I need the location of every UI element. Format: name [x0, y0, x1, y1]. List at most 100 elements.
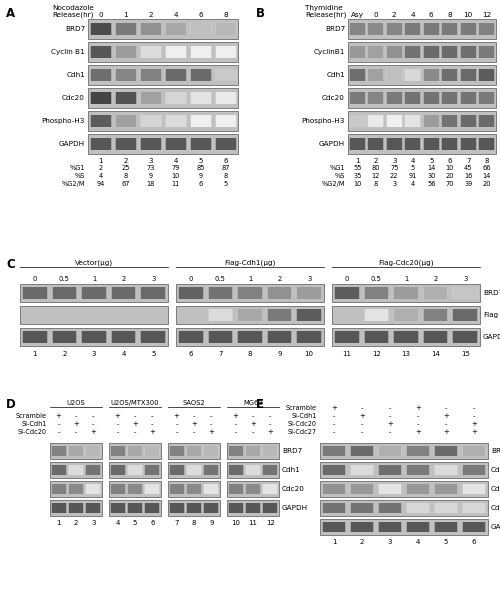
Text: 1: 1	[32, 351, 37, 357]
Bar	[461, 46, 475, 58]
Text: 1: 1	[123, 12, 128, 18]
Text: -: -	[176, 421, 178, 427]
Bar	[423, 310, 448, 320]
Bar	[128, 446, 142, 456]
Bar	[435, 503, 457, 513]
Text: 12: 12	[482, 12, 492, 18]
Bar	[86, 465, 102, 475]
Bar	[52, 331, 77, 342]
Bar	[386, 115, 402, 127]
Bar	[146, 503, 160, 513]
Bar	[168, 481, 220, 497]
Text: 5: 5	[444, 539, 448, 545]
Bar	[140, 23, 162, 35]
Text: 14: 14	[482, 173, 491, 179]
Text: +: +	[232, 413, 238, 419]
Bar	[480, 92, 494, 104]
Bar	[216, 138, 236, 150]
Bar	[332, 328, 480, 346]
Text: 3: 3	[307, 276, 312, 282]
Text: BRD7: BRD7	[491, 448, 500, 454]
Bar	[442, 23, 457, 35]
Bar	[208, 310, 233, 320]
Bar	[68, 484, 84, 494]
Bar	[88, 19, 238, 39]
Text: 1: 1	[248, 276, 252, 282]
Bar	[435, 522, 457, 532]
Bar	[423, 115, 440, 127]
Text: 2: 2	[278, 276, 281, 282]
Bar	[82, 288, 106, 299]
Text: %S: %S	[74, 173, 85, 179]
Bar	[478, 138, 495, 150]
Bar	[168, 500, 220, 516]
Bar	[166, 92, 186, 104]
Bar	[204, 484, 218, 494]
Bar	[214, 46, 236, 58]
Text: 3: 3	[388, 539, 392, 545]
Bar	[90, 115, 110, 127]
Text: -: -	[333, 429, 335, 435]
Text: +: +	[387, 421, 393, 427]
Text: C: C	[6, 258, 15, 271]
Text: 10: 10	[304, 351, 314, 357]
Bar	[245, 465, 261, 475]
Bar	[379, 465, 401, 475]
Text: +: +	[250, 421, 256, 427]
Text: Si-Cdh1: Si-Cdh1	[22, 421, 47, 427]
Bar	[424, 138, 438, 150]
Bar	[364, 331, 389, 342]
Bar	[368, 138, 383, 150]
Bar	[350, 522, 374, 532]
Bar	[434, 465, 458, 475]
Bar	[88, 111, 238, 131]
Bar	[227, 500, 279, 516]
Bar	[88, 134, 238, 154]
Bar	[452, 331, 478, 342]
Text: 9: 9	[148, 173, 152, 179]
Text: 2: 2	[148, 12, 153, 18]
Bar	[379, 484, 401, 494]
Bar	[442, 115, 457, 127]
Bar	[140, 46, 162, 58]
Text: 4: 4	[410, 158, 415, 164]
Text: 4: 4	[116, 520, 120, 526]
Text: Cdh1: Cdh1	[326, 72, 345, 78]
Bar	[364, 310, 388, 320]
Text: 22: 22	[390, 173, 398, 179]
Bar	[69, 446, 83, 456]
Bar	[351, 503, 373, 513]
Text: 4: 4	[98, 173, 102, 179]
Text: 5: 5	[410, 165, 415, 171]
Bar	[387, 46, 402, 58]
Bar	[424, 288, 448, 299]
Bar	[442, 115, 458, 127]
Bar	[378, 484, 402, 494]
Bar	[140, 331, 166, 342]
Text: 85: 85	[196, 165, 205, 171]
Text: GAPDH: GAPDH	[491, 524, 500, 530]
Bar	[110, 484, 126, 494]
Bar	[168, 443, 220, 459]
Bar	[81, 288, 107, 299]
Bar	[90, 69, 112, 81]
Bar	[109, 462, 161, 478]
Bar	[128, 503, 142, 513]
Bar	[111, 288, 136, 299]
Bar	[52, 503, 66, 513]
Bar	[406, 46, 420, 58]
Bar	[442, 138, 457, 150]
Bar	[454, 288, 477, 299]
Bar	[434, 522, 458, 532]
Text: BRD7: BRD7	[282, 448, 302, 454]
Text: 6: 6	[198, 12, 203, 18]
Bar	[245, 484, 261, 494]
Text: -: -	[389, 413, 391, 419]
Text: 2: 2	[124, 158, 128, 164]
Bar	[52, 446, 66, 456]
Bar	[208, 331, 232, 342]
Bar	[368, 115, 383, 127]
Text: +: +	[150, 429, 156, 435]
Bar	[442, 92, 457, 104]
Bar	[320, 500, 488, 516]
